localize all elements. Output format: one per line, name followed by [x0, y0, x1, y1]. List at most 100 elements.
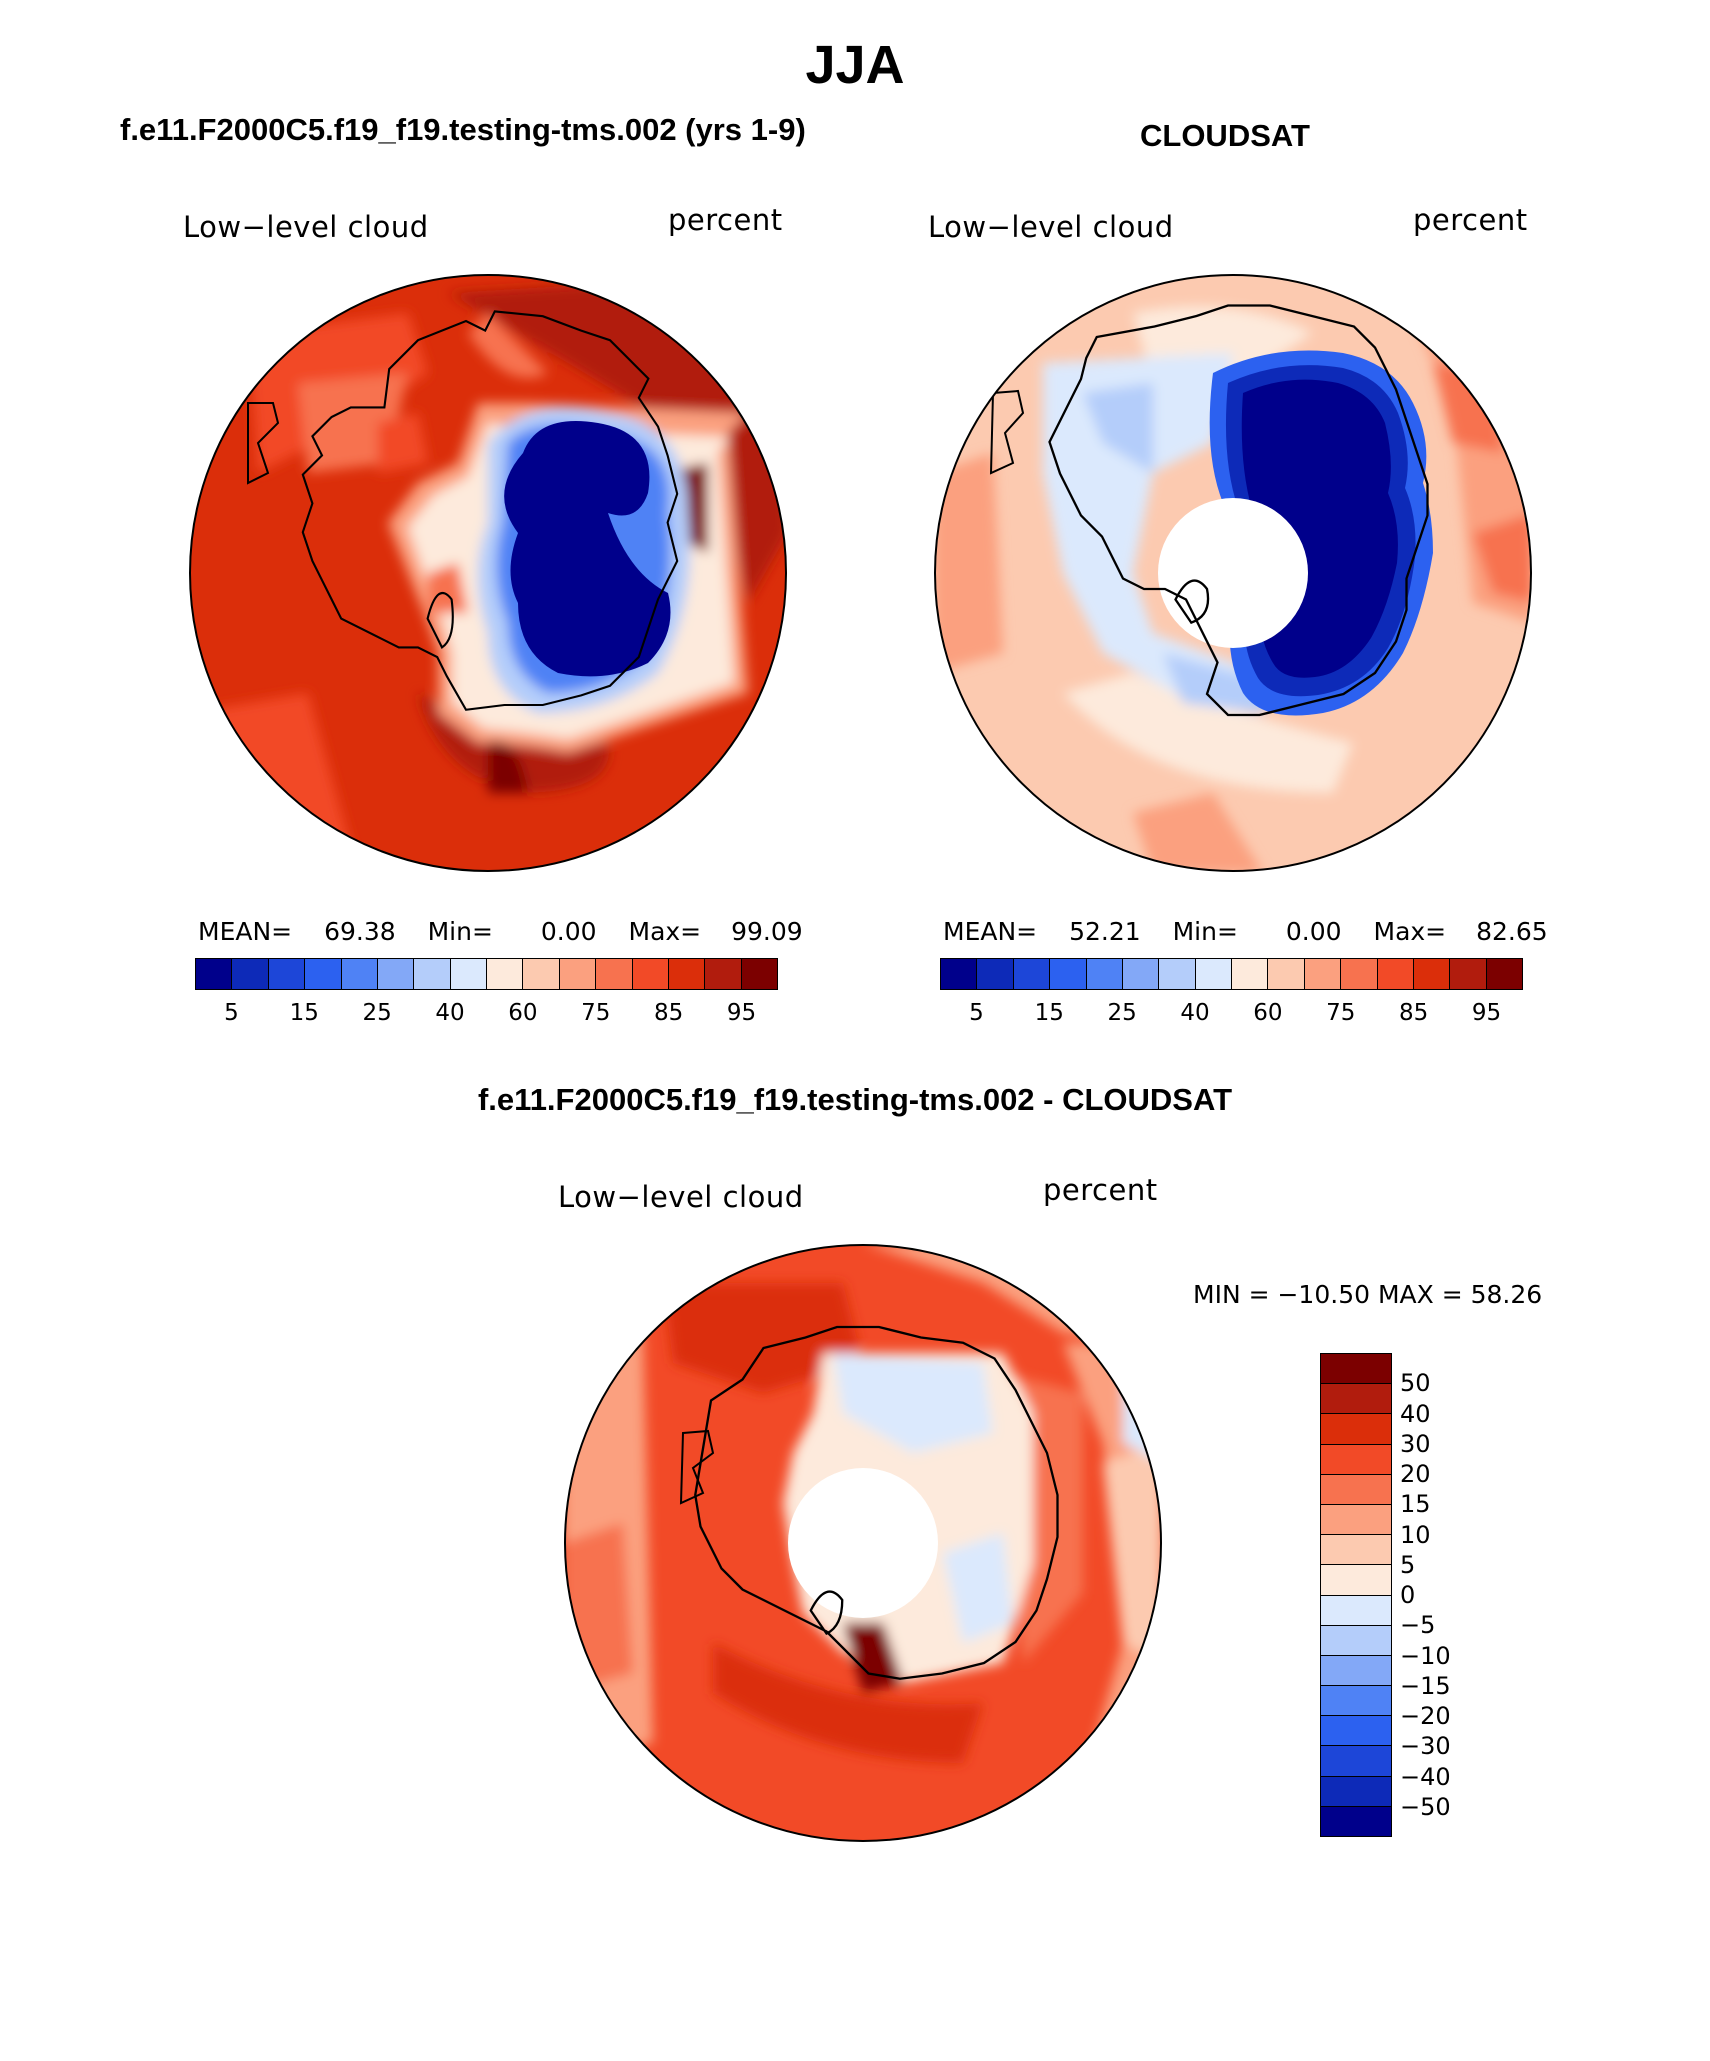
diff-colorbar-tick-label: 50 — [1400, 1369, 1431, 1398]
model-colorbar-box — [450, 959, 487, 989]
model-colorbar-box — [596, 959, 633, 989]
model-max-label: Max= — [628, 917, 702, 946]
obs-colorbar-box — [1195, 959, 1232, 989]
diff-colorbar-tick-label: −10 — [1400, 1641, 1451, 1670]
diff-colorbar-box — [1321, 1746, 1391, 1777]
model-colorbar-tick-label: 60 — [508, 1000, 538, 1026]
obs-colorbar-box — [1013, 959, 1051, 989]
obs-colorbar-box — [977, 959, 1014, 989]
obs-colorbar-tick-label: 95 — [1471, 1000, 1502, 1026]
model-min-label: Min= — [427, 917, 493, 946]
model-colorbar-tick-label: 40 — [435, 1000, 465, 1026]
model-colorbar-box — [232, 959, 269, 989]
model-min-value: 0.00 — [540, 917, 597, 946]
model-colorbar-box — [377, 959, 415, 989]
model-mean-label: MEAN= — [198, 917, 293, 946]
obs-colorbar-tick-label: 25 — [1107, 1000, 1137, 1026]
model-colorbar-tick-label: 15 — [289, 1000, 319, 1026]
obs-colorbar-box — [1304, 959, 1342, 989]
obs-colorbar-tick-label: 15 — [1034, 1000, 1064, 1026]
diff-colorbar-box — [1321, 1354, 1391, 1385]
diff-variable-label: Low−level cloud — [558, 1180, 804, 1214]
model-colorbar-ticks: 5 15 25 40 60 75 85 95 — [195, 1000, 778, 1030]
diff-colorbar-tick-label: −30 — [1400, 1732, 1451, 1761]
diff-colorbar-tick-label: −15 — [1400, 1671, 1451, 1700]
model-colorbar-box — [414, 959, 451, 989]
diff-colorbar-ticks: 50 40 30 20 15 10 5 0 −5 −10 −15 −20 −30 −40 −50 — [1400, 1353, 1490, 1837]
diff-colorbar-box — [1321, 1655, 1391, 1687]
obs-mean-value: 52.21 — [1069, 917, 1141, 946]
model-colorbar-tick-label: 85 — [654, 1000, 684, 1026]
model-colorbar-box — [523, 959, 560, 989]
obs-colorbar-box — [1268, 959, 1305, 989]
diff-minmax: MIN = −10.50 MAX = 58.26 — [1193, 1280, 1543, 1309]
diff-colorbar-tick-label: 40 — [1400, 1399, 1431, 1428]
diff-colorbar-box — [1321, 1444, 1391, 1475]
model-colorbar-box — [487, 959, 524, 989]
diff-colorbar-tick-label: 30 — [1400, 1429, 1431, 1458]
model-units-label: percent — [668, 203, 783, 237]
diff-colorbar-tick-label: 20 — [1400, 1460, 1431, 1488]
obs-polar-map — [934, 274, 1532, 872]
diff-panel-title: f.e11.F2000C5.f19_f19.testing-tms.002 - … — [477, 1082, 1233, 1117]
obs-colorbar-tick-label: 40 — [1180, 1000, 1210, 1026]
obs-panel-title: CLOUDSAT — [1140, 118, 1310, 153]
obs-colorbar-box — [1341, 959, 1378, 989]
model-colorbar-box — [632, 959, 669, 989]
obs-min-label: Min= — [1172, 917, 1238, 946]
obs-colorbar-tick-label: 85 — [1399, 1000, 1429, 1026]
diff-colorbar-box — [1321, 1776, 1391, 1807]
obs-colorbar-box — [1486, 959, 1522, 989]
diff-colorbar-tick-label: 5 — [1400, 1550, 1416, 1579]
diff-colorbar-tick-label: 0 — [1400, 1581, 1416, 1609]
obs-colorbar-box — [1232, 959, 1269, 989]
model-panel-title: f.e11.F2000C5.f19_f19.testing-tms.002 (y… — [120, 112, 806, 147]
model-polar-map — [189, 274, 787, 872]
obs-units-label: percent — [1413, 203, 1528, 237]
model-mean-value: 69.38 — [324, 917, 396, 946]
obs-mean-label: MEAN= — [943, 917, 1038, 946]
obs-variable-label: Low−level cloud — [928, 210, 1174, 244]
model-colorbar-tick-label: 25 — [362, 1000, 392, 1026]
obs-colorbar-tick-label: 5 — [969, 1000, 984, 1026]
model-colorbar-box — [268, 959, 306, 989]
obs-colorbar-ticks: 5 15 25 40 60 75 85 95 — [940, 1000, 1523, 1030]
model-colorbar-tick-label: 95 — [726, 1000, 757, 1026]
diff-units-label: percent — [1043, 1173, 1158, 1207]
obs-colorbar-box — [941, 959, 978, 989]
obs-colorbar-box — [1450, 959, 1487, 989]
diff-colorbar-tick-label: −5 — [1400, 1611, 1436, 1640]
obs-colorbar-box — [1086, 959, 1123, 989]
diff-colorbar-box — [1321, 1625, 1391, 1656]
model-max-value: 99.09 — [731, 917, 803, 946]
model-stats: MEAN= 69.38 Min= 0.00 Max= 99.09 — [198, 917, 803, 946]
diff-colorbar-box — [1321, 1595, 1391, 1626]
obs-colorbar-tick-label: 60 — [1253, 1000, 1283, 1026]
obs-min-value: 0.00 — [1285, 917, 1342, 946]
diff-polar-map — [564, 1244, 1162, 1842]
model-colorbar-box — [741, 959, 777, 989]
obs-stats: MEAN= 52.21 Min= 0.00 Max= 82.65 — [943, 917, 1548, 946]
model-colorbar-box — [305, 959, 342, 989]
obs-colorbar-tick-label: 75 — [1326, 1000, 1356, 1026]
obs-colorbar-box — [1159, 959, 1196, 989]
model-colorbar-box — [196, 959, 233, 989]
diff-colorbar-box — [1321, 1565, 1391, 1596]
diff-colorbar-tick-label: 15 — [1400, 1490, 1431, 1519]
diff-colorbar-box — [1321, 1384, 1391, 1415]
obs-colorbar-box — [1122, 959, 1160, 989]
diff-colorbar-box — [1321, 1504, 1391, 1536]
diff-colorbar-box — [1321, 1686, 1391, 1717]
obs-colorbar-box — [1377, 959, 1414, 989]
diff-colorbar-box — [1321, 1414, 1391, 1445]
obs-max-value: 82.65 — [1476, 917, 1548, 946]
diff-colorbar-box — [1321, 1716, 1391, 1747]
diff-colorbar — [1320, 1353, 1392, 1837]
obs-colorbar — [940, 958, 1523, 990]
model-colorbar-tick-label: 75 — [581, 1000, 611, 1026]
diff-colorbar-tick-label: −50 — [1400, 1792, 1451, 1821]
model-variable-label: Low−level cloud — [183, 210, 429, 244]
diff-colorbar-tick-label: −40 — [1400, 1762, 1451, 1791]
figure-title: JJA — [805, 35, 905, 95]
model-colorbar-tick-label: 5 — [224, 1000, 239, 1026]
